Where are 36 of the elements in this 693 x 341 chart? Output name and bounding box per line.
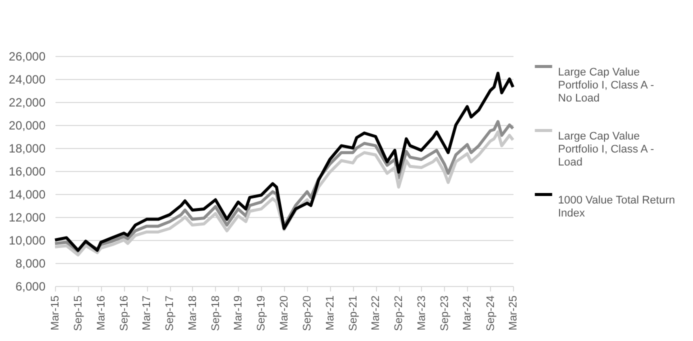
x-tick-label: Mar-22 — [370, 296, 382, 330]
x-tick-label: Sep-17 — [164, 296, 176, 331]
y-tick-label: 24,000 — [8, 72, 46, 86]
x-tick-label: Sep-21 — [347, 296, 360, 331]
x-tick-label: Sep-16 — [118, 296, 130, 331]
x-tick-label: Mar-25 — [508, 296, 520, 330]
x-tick-label: Sep-18 — [210, 296, 222, 331]
x-tick-label: Mar-20 — [278, 296, 291, 330]
y-tick-label: 26,000 — [8, 50, 46, 64]
x-tick-label: Sep-20 — [302, 296, 314, 331]
x-tick-label: Mar-15 — [50, 296, 62, 330]
x-tick-label: Mar-21 — [324, 296, 336, 330]
line-series — [54, 72, 514, 252]
y-tick-label: 22,000 — [8, 96, 46, 110]
legend-label: 1000 Value Total Return Index — [558, 194, 676, 220]
x-tick-label: Mar-24 — [462, 296, 474, 330]
x-tick-label: Mar-19 — [232, 296, 245, 330]
x-tick-label: Mar-18 — [186, 296, 199, 330]
legend-label: Large Cap Value Portfolio I, Class A - Load — [558, 130, 654, 168]
y-tick-label: 10,000 — [8, 234, 46, 248]
x-tick-label: Sep-19 — [256, 296, 268, 331]
x-tick-label: Mar-17 — [141, 296, 154, 330]
y-tick-label: 20,000 — [8, 118, 46, 132]
y-tick-label: 18,000 — [8, 142, 46, 156]
y-tick-label: 6,000 — [15, 280, 46, 294]
x-tick-label: Sep-22 — [393, 296, 406, 331]
x-tick-label: Mar-16 — [95, 296, 108, 330]
y-tick-label: 14,000 — [8, 188, 46, 202]
legend-label: Large Cap Value Portfolio I, Class A - No Load — [558, 66, 654, 104]
x-tick-label: Mar-23 — [416, 296, 428, 330]
x-tick-label: Sep-23 — [438, 296, 451, 331]
y-tick-label: 12,000 — [8, 210, 46, 224]
x-tick-label: Sep-24 — [484, 296, 497, 331]
y-tick-label: 8,000 — [15, 256, 46, 270]
x-tick-label: Sep-15 — [72, 296, 85, 331]
y-tick-label: 16,000 — [8, 164, 46, 178]
